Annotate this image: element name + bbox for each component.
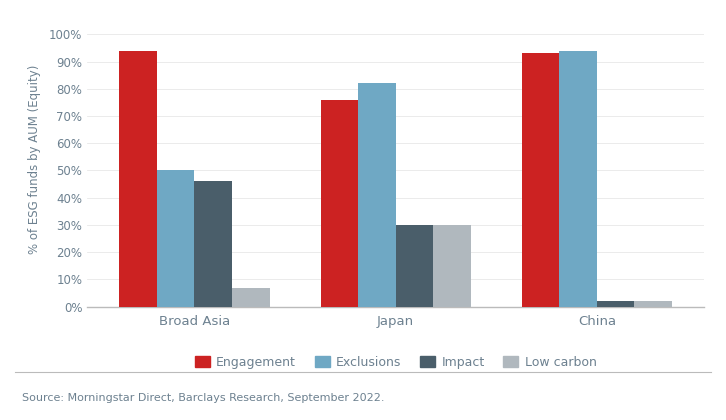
- Bar: [119, 51, 157, 307]
- Bar: [321, 100, 358, 307]
- Bar: [522, 53, 559, 307]
- Bar: [232, 288, 269, 307]
- Legend: Engagement, Exclusions, Impact, Low carbon: Engagement, Exclusions, Impact, Low carb…: [190, 351, 601, 374]
- Bar: [597, 301, 635, 307]
- Bar: [396, 225, 433, 307]
- Bar: [559, 51, 597, 307]
- Bar: [433, 225, 470, 307]
- Bar: [195, 181, 232, 307]
- Bar: [635, 301, 672, 307]
- Y-axis label: % of ESG funds by AUM (Equity): % of ESG funds by AUM (Equity): [28, 65, 41, 254]
- Bar: [358, 84, 396, 307]
- Bar: [157, 171, 195, 307]
- Text: Source: Morningstar Direct, Barclays Research, September 2022.: Source: Morningstar Direct, Barclays Res…: [22, 393, 384, 403]
